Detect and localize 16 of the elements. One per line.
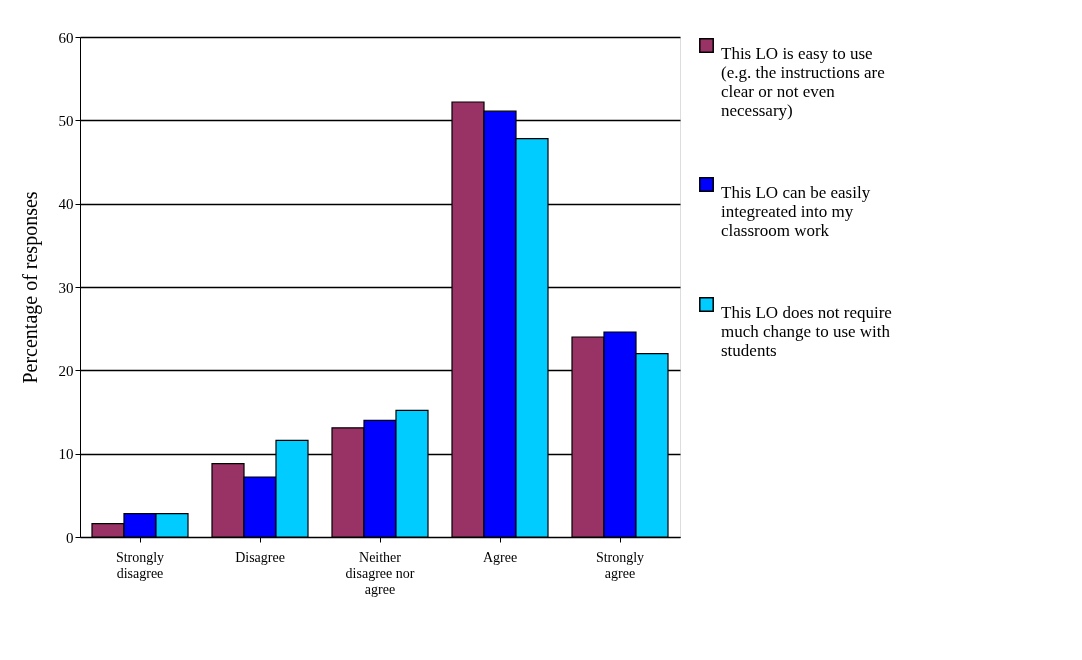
y-tick-label: 10: [58, 446, 74, 463]
y-axis-title: Percentage of responses: [18, 191, 42, 384]
y-tick-label: 40: [58, 196, 74, 213]
y-tick-label: 60: [58, 29, 74, 46]
legend-label: This LO can be easily integreated into my classroom work: [721, 182, 871, 240]
x-tick-label: Neither disagree nor agree: [345, 549, 415, 597]
y-tick-label: 0: [66, 529, 74, 546]
y-tick-label: 50: [58, 112, 74, 129]
legend-label: This LO does not require much change to use with students: [721, 302, 892, 360]
y-tick-label: 20: [58, 362, 74, 379]
x-tick-label: Disagree: [235, 549, 285, 565]
y-tick-label: 30: [58, 279, 74, 296]
x-tick-label: Strongly agree: [595, 549, 645, 581]
x-tick-label: Agree: [482, 549, 518, 565]
legend-label: This LO is easy to use (e.g. the instructions are clear or not even necessary): [721, 43, 885, 120]
x-tick-label: Strongly disagree: [115, 549, 165, 581]
